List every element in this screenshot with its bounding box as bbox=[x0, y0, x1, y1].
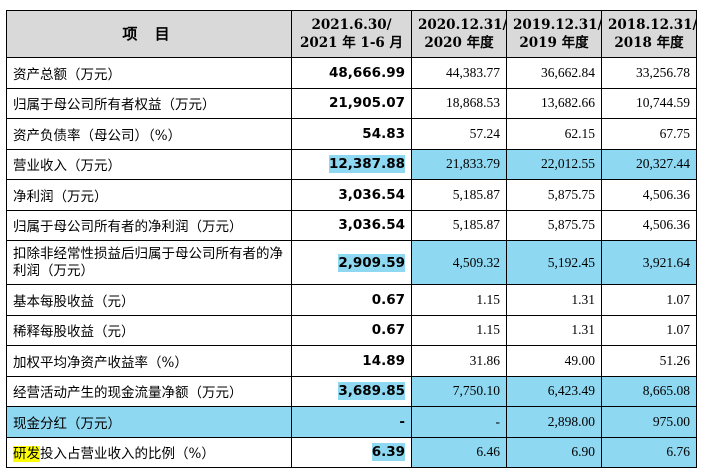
value-cell: 57.24 bbox=[411, 118, 507, 150]
highlighted-value: 2,909.59 bbox=[338, 253, 405, 272]
label-rest: 投入占营业收入的比例（%） bbox=[40, 446, 215, 463]
value-cell: 6.90 bbox=[506, 436, 602, 468]
value-cell: 5,192.45 bbox=[506, 240, 602, 285]
value-cell: 6.46 bbox=[411, 436, 507, 468]
value-cell: 20,327.44 bbox=[601, 148, 697, 180]
table-row: 净利润（万元） 3,036.54 5,185.87 5,875.75 4,506… bbox=[6, 179, 697, 211]
table-row: 加权平均净资产收益率（%） 14.89 31.86 49.00 51.26 bbox=[6, 345, 697, 377]
table-row: 归属于母公司所有者权益（万元） 21,905.07 18,868.53 13,6… bbox=[6, 87, 697, 119]
highlighted-value: 3,689.85 bbox=[338, 382, 405, 401]
value-cell: 5,185.87 bbox=[411, 179, 507, 211]
value-cell: 31.86 bbox=[411, 345, 507, 377]
table-row: 现金分红（万元） - - 2,898.00 975.00 bbox=[6, 406, 697, 438]
value-cell: 975.00 bbox=[601, 406, 697, 438]
header-2021h1: 2021.6.30/2021 年 1-6 月 bbox=[291, 10, 412, 58]
value-cell: 18,868.53 bbox=[411, 87, 507, 119]
value-cell: 5,185.87 bbox=[411, 209, 507, 241]
value-cell: 1.07 bbox=[601, 284, 697, 316]
value-cell: 51.26 bbox=[601, 345, 697, 377]
table-row: 扣除非经常性损益后归属于母公司所有者的净利润（万元） 2,909.59 4,50… bbox=[6, 240, 697, 285]
row-label: 加权平均净资产收益率（%） bbox=[6, 345, 292, 377]
value-cell: 67.75 bbox=[601, 118, 697, 150]
table-row: 稀释每股收益（元） 0.67 1.15 1.31 1.07 bbox=[6, 314, 697, 346]
value-cell: 49.00 bbox=[506, 345, 602, 377]
value-cell: 2,909.59 bbox=[291, 240, 412, 285]
header-row: 项 目 2021.6.30/2021 年 1-6 月 2020.12.31/20… bbox=[6, 10, 697, 58]
value-cell: 44,383.77 bbox=[411, 57, 507, 89]
value-cell: 1.15 bbox=[411, 314, 507, 346]
value-cell: 0.67 bbox=[291, 284, 412, 316]
row-label: 经营活动产生的现金流量净额（万元） bbox=[6, 375, 292, 407]
value-cell: 6.76 bbox=[601, 436, 697, 468]
value-cell: 54.83 bbox=[291, 118, 412, 150]
header-item: 项 目 bbox=[6, 10, 292, 58]
value-cell: 1.31 bbox=[506, 314, 602, 346]
value-cell: 21,833.79 bbox=[411, 148, 507, 180]
value-cell: - bbox=[291, 406, 412, 438]
table-row: 资产负债率（母公司）（%） 54.83 57.24 62.15 67.75 bbox=[6, 118, 697, 150]
value-cell: 36,662.84 bbox=[506, 57, 602, 89]
table-row: 经营活动产生的现金流量净额（万元） 3,689.85 7,750.10 6,42… bbox=[6, 375, 697, 407]
header-2018: 2018.12.31/2018 年度 bbox=[601, 10, 697, 58]
value-cell: 33,256.78 bbox=[601, 57, 697, 89]
row-label: 扣除非经常性损益后归属于母公司所有者的净利润（万元） bbox=[6, 240, 292, 285]
value-cell: 1.15 bbox=[411, 284, 507, 316]
row-label: 稀释每股收益（元） bbox=[6, 314, 292, 346]
value-cell: 10,744.59 bbox=[601, 87, 697, 119]
value-cell: 4,506.36 bbox=[601, 209, 697, 241]
value-cell: 6.39 bbox=[291, 436, 412, 468]
value-cell: 5,875.75 bbox=[506, 179, 602, 211]
row-label: 归属于母公司所有者权益（万元） bbox=[6, 87, 292, 119]
table-row: 资产总额（万元） 48,666.99 44,383.77 36,662.84 3… bbox=[6, 57, 697, 89]
highlighted-value: 12,387.88 bbox=[328, 155, 405, 174]
row-label: 资产总额（万元） bbox=[6, 57, 292, 89]
value-cell: 1.31 bbox=[506, 284, 602, 316]
value-cell: 3,036.54 bbox=[291, 209, 412, 241]
financial-summary-table: 项 目 2021.6.30/2021 年 1-6 月 2020.12.31/20… bbox=[6, 10, 697, 468]
value-cell: 2,898.00 bbox=[506, 406, 602, 438]
value-cell: 62.15 bbox=[506, 118, 602, 150]
value-cell: 22,012.55 bbox=[506, 148, 602, 180]
row-label: 资产负债率（母公司）（%） bbox=[6, 118, 292, 150]
row-label: 营业收入（万元） bbox=[6, 148, 292, 180]
value-cell: 12,387.88 bbox=[291, 148, 412, 180]
row-label: 研发投入占营业收入的比例（%） bbox=[6, 436, 292, 468]
value-cell: 7,750.10 bbox=[411, 375, 507, 407]
value-cell: 3,689.85 bbox=[291, 375, 412, 407]
value-cell: 13,682.66 bbox=[506, 87, 602, 119]
row-label: 现金分红（万元） bbox=[6, 406, 292, 438]
value-cell: 3,036.54 bbox=[291, 179, 412, 211]
row-label: 基本每股收益（元） bbox=[6, 284, 292, 316]
value-cell: 4,509.32 bbox=[411, 240, 507, 285]
value-cell: 4,506.36 bbox=[601, 179, 697, 211]
value-cell: 21,905.07 bbox=[291, 87, 412, 119]
header-2019: 2019.12.31/2019 年度 bbox=[506, 10, 602, 58]
value-cell: 48,666.99 bbox=[291, 57, 412, 89]
row-label: 净利润（万元） bbox=[6, 179, 292, 211]
table-row: 研发投入占营业收入的比例（%） 6.39 6.46 6.90 6.76 bbox=[6, 436, 697, 468]
value-cell: 1.07 bbox=[601, 314, 697, 346]
table-row: 基本每股收益（元） 0.67 1.15 1.31 1.07 bbox=[6, 284, 697, 316]
header-2020: 2020.12.31/2020 年度 bbox=[411, 10, 507, 58]
value-cell: 6,423.49 bbox=[506, 375, 602, 407]
value-cell: 14.89 bbox=[291, 345, 412, 377]
highlighted-label-part: 研发 bbox=[13, 446, 40, 463]
table-row: 营业收入（万元） 12,387.88 21,833.79 22,012.55 2… bbox=[6, 148, 697, 180]
value-cell: - bbox=[411, 406, 507, 438]
highlighted-value: 6.39 bbox=[371, 443, 405, 462]
row-label: 归属于母公司所有者的净利润（万元） bbox=[6, 209, 292, 241]
table-row: 归属于母公司所有者的净利润（万元） 3,036.54 5,185.87 5,87… bbox=[6, 209, 697, 241]
value-cell: 0.67 bbox=[291, 314, 412, 346]
value-cell: 8,665.08 bbox=[601, 375, 697, 407]
value-cell: 5,875.75 bbox=[506, 209, 602, 241]
value-cell: 3,921.64 bbox=[601, 240, 697, 285]
